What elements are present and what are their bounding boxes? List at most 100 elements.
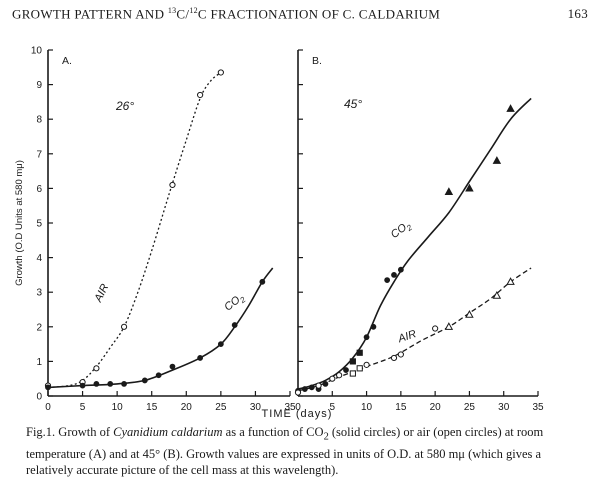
y-tick-label: 4	[36, 253, 42, 264]
data-point	[231, 322, 238, 328]
y-tick-label: 2	[36, 322, 42, 333]
data-point	[356, 349, 363, 356]
page-number: 163	[567, 6, 588, 21]
title-sup-13: 13	[167, 6, 177, 15]
data-point	[294, 389, 302, 396]
data-point	[121, 380, 127, 387]
caption-label: Fig.1. Growth of	[26, 425, 114, 439]
data-point	[336, 372, 343, 379]
x-tick-label: 25	[215, 402, 227, 413]
caption-text: (solid circles) or air (open circles) at…	[26, 425, 544, 477]
data-point	[169, 181, 176, 189]
caption-subscript: 2	[323, 431, 329, 443]
data-point	[492, 291, 502, 299]
data-point	[217, 341, 224, 348]
data-point	[155, 372, 162, 379]
data-point	[506, 277, 515, 285]
data-point	[384, 277, 391, 283]
data-point	[141, 377, 148, 384]
data-point	[370, 323, 377, 330]
data-point	[343, 367, 349, 373]
title-sup-12: 12	[189, 6, 198, 15]
x-tick-label: 5	[330, 402, 336, 413]
x-axis-label: TIME (days)	[262, 408, 333, 420]
series-label-subscript: 2	[238, 295, 248, 306]
title-part: C/	[176, 6, 190, 22]
x-tick-label: 10	[361, 402, 373, 413]
panel-label: B.	[312, 55, 322, 67]
x-tick-label: 20	[430, 402, 442, 413]
y-tick-label: 5	[36, 219, 42, 230]
title-part: C FRACTIONATION OF C. CALDARIUM	[197, 6, 441, 22]
figure-caption: Fig.1. Growth of Cyanidium caldarium as …	[26, 424, 582, 478]
y-axis-label: Growth (O.D Units at 580 mμ)	[14, 160, 25, 286]
x-tick-label: 35	[532, 402, 544, 413]
data-point	[356, 365, 363, 372]
data-point	[259, 278, 266, 285]
data-point	[444, 187, 454, 195]
x-tick-label: 15	[395, 402, 407, 413]
data-point	[506, 104, 515, 112]
x-tick-label: 20	[181, 402, 193, 413]
temperature-label: 45°	[344, 97, 362, 111]
x-tick-label: 30	[250, 402, 262, 413]
running-header: GROWTH PATTERN AND 13C/12C FRACTIONATION…	[12, 6, 588, 26]
series-label-air: AIR	[92, 282, 111, 305]
data-point	[93, 365, 100, 372]
caption-text: as a function of CO	[222, 425, 324, 439]
y-tick-label: 8	[36, 115, 42, 126]
data-point	[315, 382, 322, 389]
data-point	[465, 310, 474, 318]
x-tick-label: 0	[45, 402, 51, 413]
x-tick-label: 0	[295, 402, 301, 413]
temperature-label: 26°	[115, 99, 134, 113]
x-tick-label: 15	[146, 402, 158, 413]
x-tick-label: 25	[464, 402, 476, 413]
data-point	[432, 325, 439, 332]
data-point	[444, 322, 454, 330]
data-point	[349, 370, 356, 377]
y-tick-label: 10	[31, 46, 43, 57]
data-point	[363, 361, 370, 368]
caption-species: Cyanidium caldarium	[113, 425, 223, 439]
series-label-subscript: 2	[404, 223, 414, 234]
y-tick-label: 0	[36, 392, 42, 403]
y-tick-label: 3	[36, 288, 42, 299]
y-tick-label: 7	[36, 149, 42, 160]
data-point	[169, 363, 176, 370]
data-point	[492, 156, 502, 164]
title-part: GROWTH PATTERN AND	[12, 6, 168, 22]
data-point	[197, 355, 204, 361]
data-point	[391, 272, 397, 278]
y-tick-label: 1	[36, 357, 42, 368]
data-point	[217, 69, 224, 76]
data-point	[120, 323, 128, 330]
running-title: GROWTH PATTERN AND 13C/12C FRACTIONATION…	[12, 6, 440, 22]
data-point	[349, 358, 356, 365]
data-point	[363, 334, 370, 341]
x-tick-label: 35	[284, 402, 296, 413]
y-tick-label: 6	[36, 184, 42, 195]
data-point	[390, 354, 398, 362]
series-label-air: AIR	[396, 328, 418, 345]
series-curve-co2	[297, 97, 532, 390]
x-tick-label: 10	[112, 402, 124, 413]
data-point	[197, 91, 204, 99]
data-point	[329, 375, 336, 382]
series-curve-co2	[47, 267, 274, 389]
data-point	[107, 380, 114, 387]
data-point	[397, 351, 404, 358]
x-tick-label: 5	[80, 402, 86, 413]
y-tick-label: 9	[36, 80, 42, 91]
x-tick-label: 30	[498, 402, 510, 413]
series-label-co2: CO2	[389, 219, 415, 243]
series-label-co2: CO2	[222, 291, 248, 315]
data-point	[79, 382, 86, 389]
data-point	[45, 384, 51, 391]
data-point	[93, 380, 100, 387]
panel-label: A.	[62, 55, 72, 67]
data-point	[397, 266, 404, 273]
series-curve-air	[47, 71, 222, 389]
data-point	[465, 183, 474, 192]
